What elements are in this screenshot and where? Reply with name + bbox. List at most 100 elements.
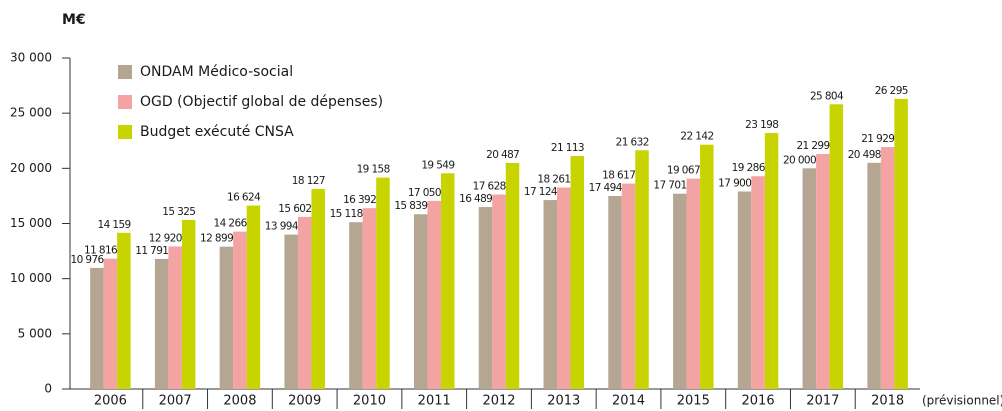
- value-label: 21 929: [861, 133, 894, 145]
- value-label: 11 816: [84, 245, 118, 257]
- bar: [233, 231, 247, 389]
- value-label: 16 489: [459, 193, 492, 205]
- value-label: 21 632: [616, 136, 649, 148]
- x-tick-label: 2016: [742, 394, 775, 409]
- value-label: 17 628: [473, 181, 506, 193]
- bar: [751, 176, 765, 389]
- value-label: 19 067: [667, 165, 700, 177]
- value-label: 25 804: [810, 90, 844, 102]
- value-label: 18 127: [292, 175, 325, 187]
- bar: [829, 104, 844, 389]
- y-tick-label: 10 000: [10, 271, 52, 285]
- value-label: 21 299: [796, 140, 829, 152]
- value-label: 15 118: [330, 208, 363, 220]
- value-label: 12 920: [149, 232, 182, 244]
- bar: [478, 207, 493, 389]
- legend-label: ONDAM Médico-social: [140, 64, 293, 80]
- value-label: 11 791: [135, 245, 168, 257]
- bar: [505, 162, 520, 389]
- value-label: 17 050: [408, 187, 441, 199]
- bar: [117, 232, 131, 389]
- value-label: 16 392: [343, 194, 376, 206]
- y-tick-label: 15 000: [10, 216, 52, 230]
- x-tick-label: 2017: [806, 394, 839, 409]
- bar: [427, 200, 441, 389]
- x-tick-label: 2007: [159, 394, 192, 409]
- value-label: 19 549: [421, 159, 454, 171]
- x-tick-label: 2011: [418, 394, 451, 409]
- x-tick-label: 2006: [94, 394, 127, 409]
- y-tick-label: 0: [44, 382, 52, 396]
- bar: [880, 147, 895, 389]
- bar: [90, 267, 104, 389]
- bar: [700, 144, 714, 389]
- value-label: 22 142: [680, 131, 713, 143]
- legend-label: OGD (Objectif global de dépenses): [140, 94, 383, 110]
- legend-swatch: [118, 95, 132, 109]
- bar: [673, 193, 687, 389]
- legend-label: Budget exécuté CNSA: [140, 124, 294, 140]
- value-label: 20 000: [783, 154, 816, 166]
- bar: [246, 205, 261, 389]
- value-label: 26 295: [875, 85, 908, 97]
- bar: [103, 258, 118, 389]
- x-tick-label: 2015: [677, 394, 710, 409]
- bar: [570, 156, 585, 389]
- value-label: 17 124: [524, 186, 558, 198]
- bar: [867, 162, 881, 389]
- bar: [635, 150, 649, 389]
- value-label: 15 325: [162, 206, 195, 218]
- value-label: 14 266: [214, 218, 248, 230]
- value-label: 12 899: [200, 233, 233, 245]
- bar: [362, 208, 377, 389]
- bar: [349, 222, 363, 389]
- x-tick-label: 2008: [223, 394, 256, 409]
- value-label: 21 113: [551, 142, 584, 154]
- bar: [621, 183, 636, 389]
- annotation: (prévisionnel): [922, 394, 1002, 408]
- value-label: 15 839: [394, 200, 427, 212]
- value-label: 17 900: [718, 178, 751, 190]
- bar: [168, 246, 182, 389]
- bar: [154, 258, 169, 389]
- y-tick-label: 20 000: [10, 161, 52, 175]
- bar: [376, 177, 390, 389]
- value-label: 13 994: [265, 221, 299, 233]
- legend-swatch: [118, 65, 132, 79]
- value-label: 15 602: [278, 203, 311, 215]
- value-label: 19 158: [357, 164, 390, 176]
- x-tick-label: 2012: [482, 394, 515, 409]
- value-label: 16 624: [227, 192, 261, 204]
- bar: [492, 194, 506, 389]
- bar: [894, 98, 908, 389]
- value-label: 20 498: [848, 149, 881, 161]
- value-label: 23 198: [745, 119, 778, 131]
- bar: [297, 216, 312, 389]
- bar: [284, 234, 298, 389]
- bar: [543, 200, 558, 389]
- bar: [440, 173, 455, 389]
- bar: [219, 246, 234, 389]
- x-tick-label: 2010: [353, 394, 386, 409]
- bar: [686, 178, 701, 389]
- x-tick-label: 2018: [871, 394, 904, 409]
- y-tick-label: 5 000: [18, 326, 52, 340]
- y-axis-label: M€: [62, 12, 86, 28]
- legend-swatch: [118, 125, 132, 139]
- value-label: 10 976: [70, 254, 104, 266]
- x-tick-label: 2009: [288, 394, 321, 409]
- y-tick-label: 25 000: [10, 106, 52, 120]
- x-tick-label: 2014: [612, 394, 645, 409]
- bar: [557, 187, 571, 389]
- value-label: 18 261: [537, 174, 570, 186]
- x-tick-label: 2013: [547, 394, 580, 409]
- y-tick-label: 30 000: [10, 51, 52, 65]
- value-label: 20 487: [486, 149, 519, 161]
- bar: [802, 168, 817, 389]
- value-label: 17 701: [653, 180, 686, 192]
- bar: [816, 154, 830, 389]
- bar: [311, 188, 325, 389]
- bar: [413, 214, 428, 389]
- bar: [608, 195, 622, 389]
